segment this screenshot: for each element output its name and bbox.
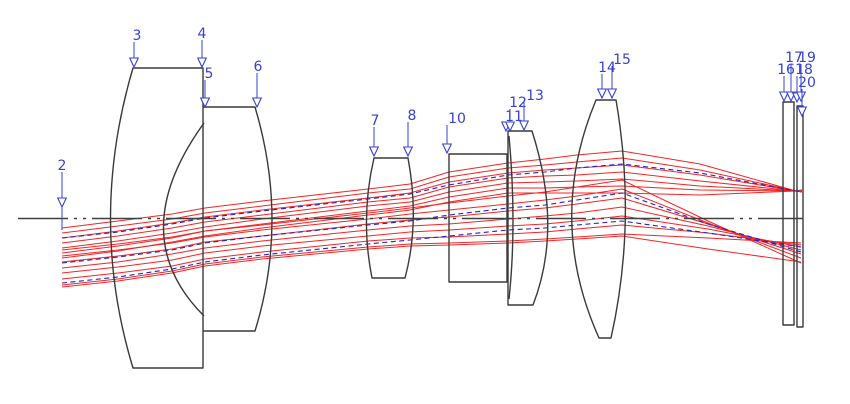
surface-label-15: 15 <box>613 52 631 68</box>
lens-element-1 <box>109 67 204 369</box>
surface-arrow-head-12 <box>504 121 516 133</box>
blue-ray-1 <box>61 163 802 239</box>
surface-arrow-head-5 <box>199 97 211 109</box>
surface-label-3: 3 <box>133 28 142 44</box>
surface-arrow-head-16 <box>778 91 790 103</box>
surface-arrow-head-3 <box>128 57 140 69</box>
surface-label-10: 10 <box>448 111 466 127</box>
surface-arrow-head-20 <box>796 106 808 118</box>
red-ray-11 <box>61 206 802 269</box>
lens-element-4-block <box>448 153 508 283</box>
plate-1 <box>782 101 795 326</box>
surface-label-2: 2 <box>58 158 67 174</box>
red-ray-9 <box>61 188 802 259</box>
red-ray-3 <box>61 164 802 239</box>
surface-arrow-head-14 <box>596 88 608 100</box>
surface-label-8: 8 <box>408 108 417 124</box>
red-ray-12 <box>61 215 802 274</box>
surface-arrow-head-6 <box>251 97 263 109</box>
lens-element-1-cemented-interface <box>162 122 205 317</box>
lens-element-5-cemented-interface <box>508 135 514 300</box>
lens-outlines <box>109 67 804 369</box>
lens-element-6 <box>571 99 627 339</box>
surface-label-7: 7 <box>371 113 380 129</box>
surface-label-5: 5 <box>205 66 214 82</box>
surface-arrow-head-19 <box>795 91 807 103</box>
surface-label-6: 6 <box>254 59 263 75</box>
surface-arrow-head-4 <box>196 57 208 69</box>
surface-arrow-head-10 <box>441 143 453 155</box>
surface-label-12: 12 <box>509 95 527 111</box>
surface-label-4: 4 <box>198 26 207 42</box>
surface-label-19: 19 <box>798 50 816 66</box>
surface-arrow-head-15 <box>606 88 618 100</box>
surface-label-20: 20 <box>798 75 816 91</box>
surface-arrow-head-13 <box>518 120 530 132</box>
surface-arrow-head-8 <box>402 146 414 158</box>
surface-arrow-head-2 <box>56 197 68 209</box>
lens-element-2 <box>203 106 273 332</box>
red-ray-14 <box>61 233 802 286</box>
surface-arrow-head-7 <box>368 146 380 158</box>
red-ray-8 <box>61 179 802 264</box>
surface-label-17: 17 <box>785 50 803 66</box>
lens-element-5 <box>507 130 549 306</box>
blue-ray-3 <box>61 220 802 284</box>
surface-label-18: 18 <box>795 62 813 78</box>
red-ray-15 <box>61 235 802 288</box>
lens-element-3 <box>365 157 415 279</box>
plate-2-image-plane <box>796 105 804 328</box>
surface-label-13: 13 <box>526 88 544 104</box>
